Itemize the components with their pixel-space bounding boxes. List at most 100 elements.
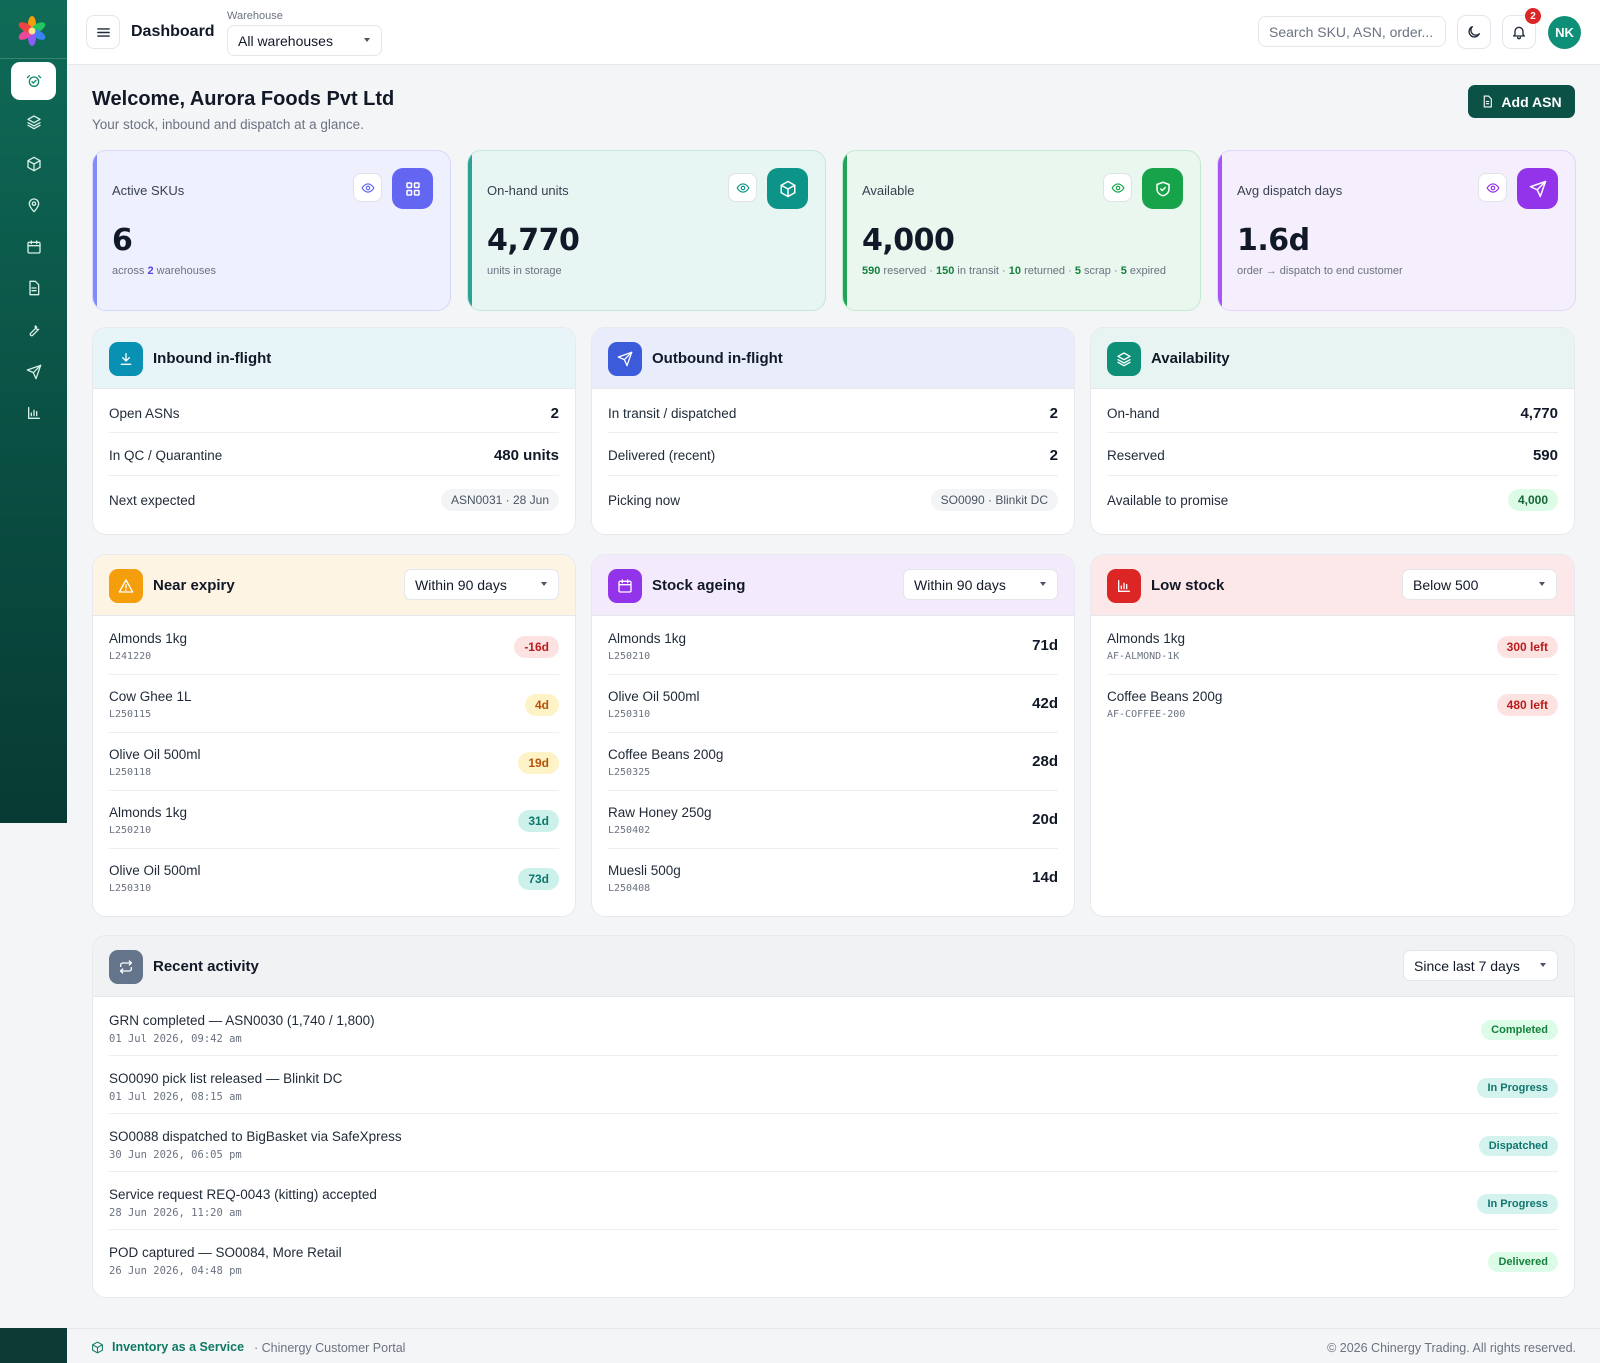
grid-icon xyxy=(405,181,420,196)
age-value: 42d xyxy=(1032,695,1058,712)
low-stock-card: Low stock Below 500 Almonds 1kg AF-ALMON… xyxy=(1090,554,1575,917)
card-icon xyxy=(109,342,143,376)
activity-row: GRN completed — ASN0030 (1,740 / 1,800) … xyxy=(109,998,1558,1056)
low-stock-row: Coffee Beans 200g AF-COFFEE-200 480 left xyxy=(1107,675,1558,733)
status-badge: Completed xyxy=(1481,1020,1558,1040)
stat-label: Picking now xyxy=(608,493,681,508)
units-left-pill: 480 left xyxy=(1496,694,1558,716)
nav-locations[interactable] xyxy=(11,186,56,224)
card-title: Recent activity xyxy=(153,958,259,975)
stat-label: On-hand xyxy=(1107,406,1160,421)
activity-text: Service request REQ-0043 (kitting) accep… xyxy=(109,1187,377,1202)
nav-services[interactable] xyxy=(11,311,56,349)
kpi-label: Available xyxy=(862,183,915,198)
expiry-row: Olive Oil 500ml L250118 19d xyxy=(109,733,559,791)
stat-row: On-hand 4,770 xyxy=(1107,390,1558,433)
product-name: Olive Oil 500ml xyxy=(109,747,201,762)
days-pill: 19d xyxy=(518,752,559,774)
theme-toggle-button[interactable] xyxy=(1457,15,1491,49)
kpi-accent-bar xyxy=(843,151,847,310)
product-name: Raw Honey 250g xyxy=(608,805,712,820)
stat-label: Available to promise xyxy=(1107,493,1229,508)
sku-code: AF-ALMOND-1K xyxy=(1107,651,1180,662)
stat-label: In QC / Quarantine xyxy=(109,448,223,463)
welcome-heading: Welcome, Aurora Foods Pvt Ltd xyxy=(92,88,395,110)
age-value: 20d xyxy=(1032,811,1058,828)
card-header: Near expiry Within 90 days xyxy=(93,555,575,616)
wrench-icon xyxy=(29,325,39,337)
status-badge: Delivered xyxy=(1488,1252,1558,1272)
lot-code: L250310 xyxy=(608,709,651,720)
kpi-icon-badge xyxy=(392,168,433,209)
warehouse-select[interactable]: All warehouses xyxy=(227,25,382,56)
menu-toggle-button[interactable] xyxy=(86,15,120,49)
product-name: Cow Ghee 1L xyxy=(109,689,192,704)
view-button[interactable] xyxy=(728,173,757,202)
stat-row: Available to promise 4,000 xyxy=(1107,476,1558,524)
card-header: Recent activity Since last 7 days xyxy=(93,936,1574,997)
product-name: Almonds 1kg xyxy=(109,805,188,820)
document-icon xyxy=(28,280,39,296)
moon-icon xyxy=(1468,26,1480,38)
card-header: Low stock Below 500 xyxy=(1091,555,1574,616)
caret-down-icon xyxy=(1540,963,1546,967)
kpi-icon-badge xyxy=(1517,168,1558,209)
sidebar-footer xyxy=(0,1328,67,1363)
nav-dispatch[interactable] xyxy=(11,353,56,391)
card-title: Near expiry xyxy=(153,577,235,594)
product-name: Coffee Beans 200g xyxy=(608,747,724,762)
warehouse-label: Warehouse xyxy=(227,10,283,22)
card-icon xyxy=(1107,569,1141,603)
activity-timestamp: 01 Jul 2026, 08:15 am xyxy=(109,1091,242,1103)
footer-brand[interactable]: Inventory as a Service xyxy=(91,1340,244,1354)
eye-icon xyxy=(1111,182,1124,193)
view-button[interactable] xyxy=(1103,173,1132,202)
activity-row: SO0088 dispatched to BigBasket via SafeX… xyxy=(109,1114,1558,1172)
view-button[interactable] xyxy=(1478,173,1507,202)
nav-inventory[interactable] xyxy=(11,103,56,141)
notification-count-badge: 2 xyxy=(1525,8,1541,24)
near-expiry-card: Near expiry Within 90 days Almonds 1kg L… xyxy=(92,554,576,917)
kpi-icon-badge xyxy=(1142,168,1183,209)
units-left-pill: 300 left xyxy=(1496,636,1558,658)
activity-timestamp: 26 Jun 2026, 04:48 pm xyxy=(109,1265,242,1277)
stat-label: Reserved xyxy=(1107,448,1165,463)
nav-dashboard[interactable] xyxy=(11,62,56,100)
search-input[interactable] xyxy=(1258,16,1446,47)
stat-value: 480 units xyxy=(493,447,559,464)
warehouse-select-value: All warehouses xyxy=(238,32,333,49)
card-title: Outbound in-flight xyxy=(652,350,783,367)
near-expiry-filter-select[interactable]: Within 90 days xyxy=(404,569,559,600)
nav-products[interactable] xyxy=(11,145,56,183)
stat-row: In transit / dispatched 2 xyxy=(608,390,1058,433)
kpi-accent-bar xyxy=(468,151,472,310)
kpi-value: 1.6d xyxy=(1237,223,1310,258)
activity-filter-select[interactable]: Since last 7 days xyxy=(1403,950,1558,981)
activity-timestamp: 28 Jun 2026, 11:20 am xyxy=(109,1207,242,1219)
ageing-row: Almonds 1kg L250210 71d xyxy=(608,617,1058,675)
bell-icon xyxy=(1513,26,1525,40)
ageing-row: Coffee Beans 200g L250325 28d xyxy=(608,733,1058,791)
notifications-button[interactable] xyxy=(1502,15,1536,49)
lot-code: L250402 xyxy=(608,825,651,836)
kpi-value: 4,770 xyxy=(487,223,580,258)
user-avatar[interactable]: NK xyxy=(1548,16,1581,49)
stat-row: In QC / Quarantine 480 units xyxy=(109,433,559,476)
box-icon xyxy=(780,180,795,197)
picking-now-pill: SO0090 · Blinkit DC xyxy=(930,489,1058,511)
nav-documents[interactable] xyxy=(11,269,56,307)
kpi-label: Avg dispatch days xyxy=(1237,183,1343,198)
kpi-note: 590 reserved · 150 in transit · 10 retur… xyxy=(862,265,1166,277)
nav-schedule[interactable] xyxy=(11,228,56,266)
view-button[interactable] xyxy=(353,173,382,202)
nav-reports[interactable] xyxy=(11,394,56,432)
activity-text: SO0088 dispatched to BigBasket via SafeX… xyxy=(109,1129,402,1144)
caret-down-icon xyxy=(364,38,370,42)
low-stock-filter-select[interactable]: Below 500 xyxy=(1402,569,1557,600)
add-asn-button[interactable]: Add ASN xyxy=(1468,85,1575,118)
calendar-icon xyxy=(26,240,41,254)
product-name: Almonds 1kg xyxy=(109,631,188,646)
kpi-value: 6 xyxy=(112,223,133,258)
stock-ageing-filter-select[interactable]: Within 90 days xyxy=(903,569,1058,600)
expiry-row: Cow Ghee 1L L250115 4d xyxy=(109,675,559,733)
